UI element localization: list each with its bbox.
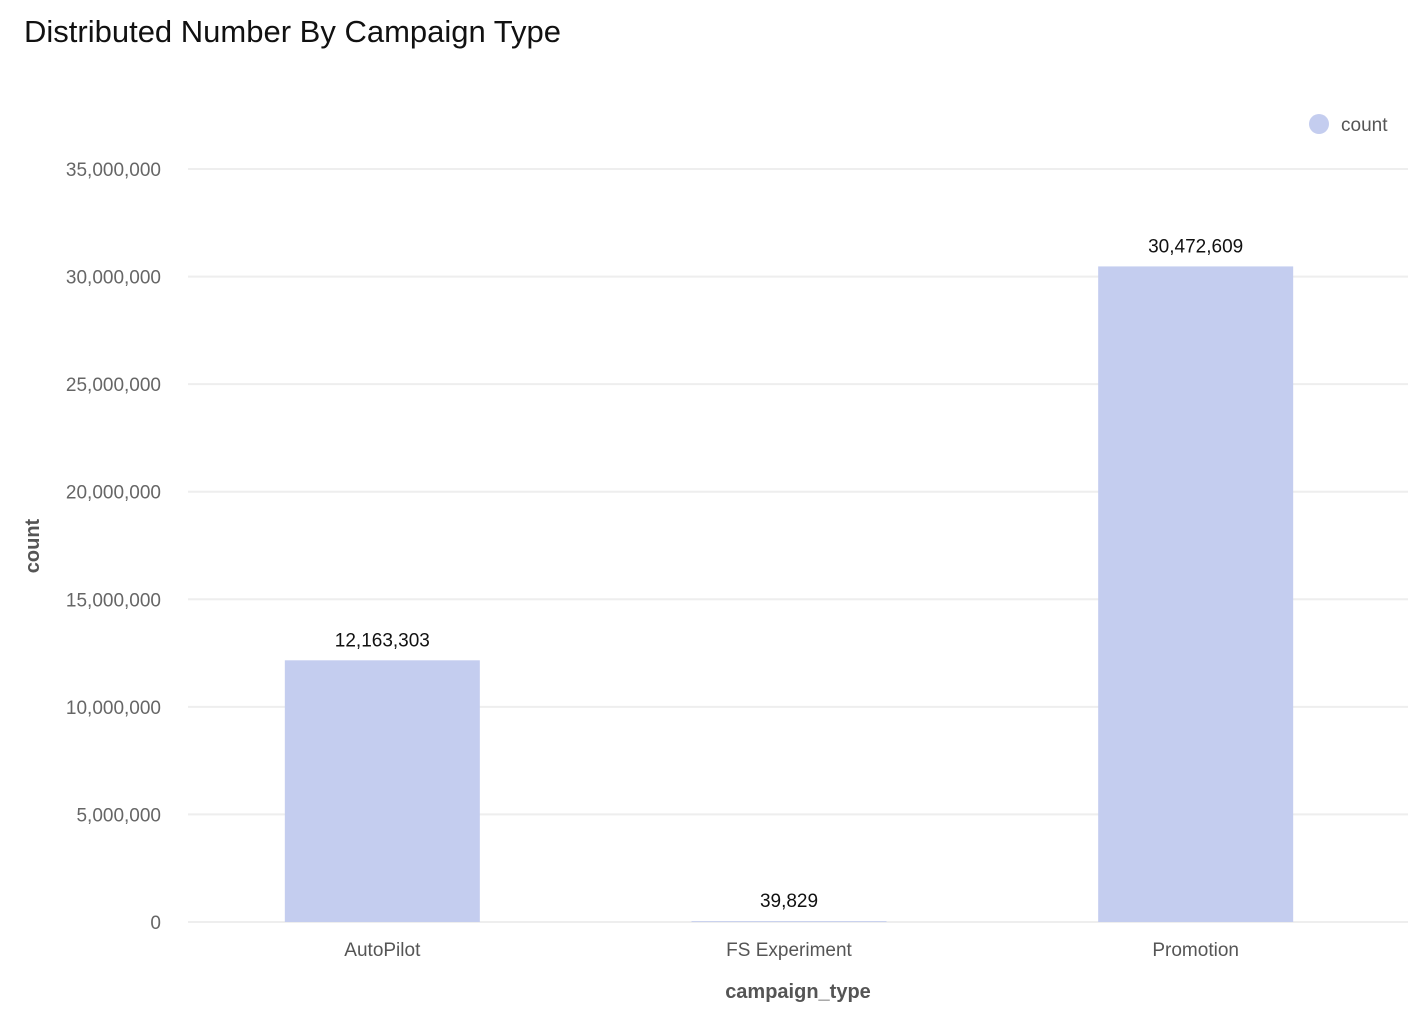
y-tick-label: 25,000,000 <box>66 375 161 396</box>
bars <box>284 266 1294 923</box>
y-axis-title: count <box>22 518 44 573</box>
legend-label-count: count <box>1341 115 1388 136</box>
data-label: 30,472,609 <box>1148 236 1243 257</box>
legend: count <box>1309 114 1388 136</box>
y-tick-label: 10,000,000 <box>66 698 161 719</box>
bar-fs-experiment[interactable] <box>691 921 887 922</box>
y-tick-label: 35,000,000 <box>66 160 161 181</box>
data-labels: 12,163,303 39,829 30,472,609 <box>335 236 1243 912</box>
x-tick-label: AutoPilot <box>344 940 421 961</box>
data-label: 39,829 <box>760 891 818 912</box>
bar-autopilot[interactable] <box>284 660 480 922</box>
x-tick-label: FS Experiment <box>726 940 852 961</box>
chart-title: Distributed Number By Campaign Type <box>24 14 562 49</box>
y-tick-label: 0 <box>150 913 161 934</box>
x-tick-label: Promotion <box>1152 940 1239 961</box>
bar-promotion[interactable] <box>1098 266 1294 923</box>
y-tick-label: 30,000,000 <box>66 268 161 289</box>
y-tick-label: 5,000,000 <box>76 805 161 826</box>
y-tick-label: 15,000,000 <box>66 590 161 611</box>
data-label: 12,163,303 <box>335 630 430 651</box>
y-axis-ticks: 0 5,000,000 10,000,000 15,000,000 20,000,000… <box>66 160 161 934</box>
x-axis-title: campaign_type <box>725 981 871 1003</box>
legend-swatch-count <box>1309 114 1329 134</box>
y-tick-label: 20,000,000 <box>66 483 161 504</box>
x-axis-ticks: AutoPilot FS Experiment Promotion <box>344 940 1239 961</box>
